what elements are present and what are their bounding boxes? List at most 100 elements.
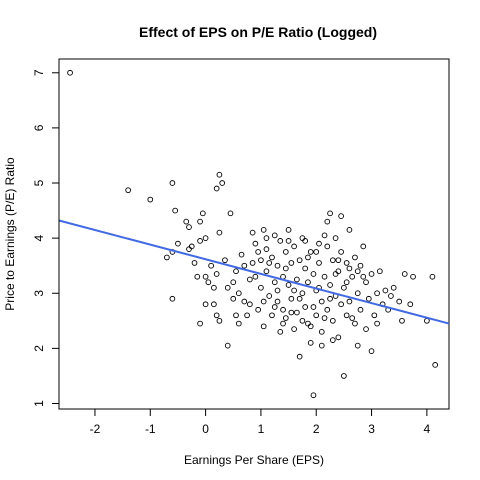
data-point bbox=[271, 232, 278, 239]
data-point bbox=[410, 273, 416, 280]
data-point bbox=[429, 273, 436, 280]
data-point bbox=[310, 271, 317, 277]
data-point bbox=[255, 306, 261, 313]
data-point bbox=[368, 271, 375, 277]
data-point bbox=[321, 232, 328, 239]
y-tick-label: 7 bbox=[32, 69, 46, 76]
data-point bbox=[302, 265, 309, 272]
data-point bbox=[67, 69, 73, 76]
data-point bbox=[247, 301, 253, 308]
data-point bbox=[321, 273, 328, 280]
data-point bbox=[346, 298, 353, 305]
data-point bbox=[318, 298, 325, 305]
data-point bbox=[327, 210, 333, 217]
chart-title: Effect of EPS on P/E Ratio (Logged) bbox=[139, 24, 377, 40]
data-point bbox=[305, 320, 311, 327]
data-point bbox=[324, 243, 331, 250]
data-point bbox=[354, 342, 361, 349]
data-point bbox=[343, 312, 350, 319]
x-tick-label: 2 bbox=[313, 422, 320, 436]
data-point bbox=[338, 213, 344, 219]
data-point bbox=[335, 334, 342, 341]
data-point bbox=[211, 301, 217, 308]
data-point bbox=[296, 353, 303, 360]
data-point bbox=[332, 235, 339, 241]
data-point bbox=[357, 262, 364, 269]
y-axis-label: Price to Earnings (P/E) Ratio bbox=[3, 157, 17, 311]
x-tick-label: 1 bbox=[258, 422, 265, 436]
data-point bbox=[341, 284, 347, 291]
data-point bbox=[274, 298, 281, 305]
data-point bbox=[183, 218, 190, 225]
data-point bbox=[169, 295, 176, 302]
data-point bbox=[343, 260, 350, 266]
data-point bbox=[188, 243, 195, 250]
data-point bbox=[258, 257, 264, 264]
data-point bbox=[327, 295, 333, 302]
x-tick-label: -2 bbox=[90, 422, 101, 436]
data-point bbox=[352, 320, 358, 327]
data-point bbox=[305, 254, 311, 261]
data-point bbox=[175, 240, 181, 247]
data-point bbox=[299, 235, 306, 241]
data-point bbox=[280, 320, 286, 327]
data-point bbox=[274, 287, 281, 294]
y-tick-label: 5 bbox=[32, 179, 46, 186]
x-tick-label: 3 bbox=[368, 422, 375, 436]
data-point bbox=[205, 279, 212, 286]
data-point bbox=[199, 210, 206, 217]
data-point bbox=[338, 249, 344, 255]
y-axis: 1 2 3 4 5 6 7 bbox=[32, 69, 60, 407]
data-point bbox=[382, 287, 389, 294]
data-point bbox=[282, 249, 289, 255]
data-point bbox=[338, 301, 344, 308]
data-point bbox=[263, 246, 270, 253]
data-point bbox=[222, 257, 228, 264]
data-point bbox=[291, 243, 297, 250]
data-point bbox=[230, 279, 237, 286]
data-point bbox=[357, 306, 364, 313]
data-point bbox=[266, 260, 273, 266]
y-tick-label: 1 bbox=[32, 400, 46, 407]
regression-line bbox=[58, 219, 450, 325]
data-point bbox=[230, 295, 237, 302]
data-point bbox=[271, 279, 278, 286]
data-point bbox=[318, 342, 325, 349]
data-point bbox=[274, 262, 281, 269]
data-point bbox=[310, 392, 317, 399]
data-point bbox=[374, 320, 380, 327]
data-point bbox=[346, 265, 353, 272]
data-point bbox=[305, 279, 311, 286]
data-point bbox=[399, 317, 405, 324]
data-point bbox=[235, 320, 242, 327]
data-point bbox=[324, 218, 331, 225]
data-point bbox=[285, 282, 292, 288]
data-point bbox=[365, 295, 372, 302]
data-point bbox=[285, 238, 292, 244]
data-point bbox=[202, 301, 209, 308]
data-point bbox=[329, 317, 336, 324]
data-point bbox=[285, 227, 292, 233]
data-point bbox=[310, 304, 317, 310]
data-point bbox=[224, 284, 231, 291]
data-point bbox=[349, 315, 356, 321]
data-point bbox=[194, 273, 201, 280]
data-point bbox=[186, 224, 192, 230]
data-point bbox=[349, 273, 356, 280]
data-point bbox=[197, 218, 203, 225]
data-point bbox=[377, 268, 383, 275]
data-point bbox=[235, 290, 242, 297]
data-point bbox=[329, 257, 336, 264]
data-point bbox=[291, 326, 297, 332]
data-point bbox=[252, 273, 259, 280]
data-point bbox=[269, 312, 275, 319]
data-point bbox=[244, 312, 250, 319]
data-point bbox=[346, 227, 353, 233]
data-point bbox=[401, 271, 408, 277]
data-point bbox=[343, 279, 350, 286]
data-point bbox=[302, 304, 309, 310]
data-point bbox=[321, 315, 328, 321]
data-point bbox=[238, 251, 245, 258]
data-point bbox=[407, 301, 414, 308]
